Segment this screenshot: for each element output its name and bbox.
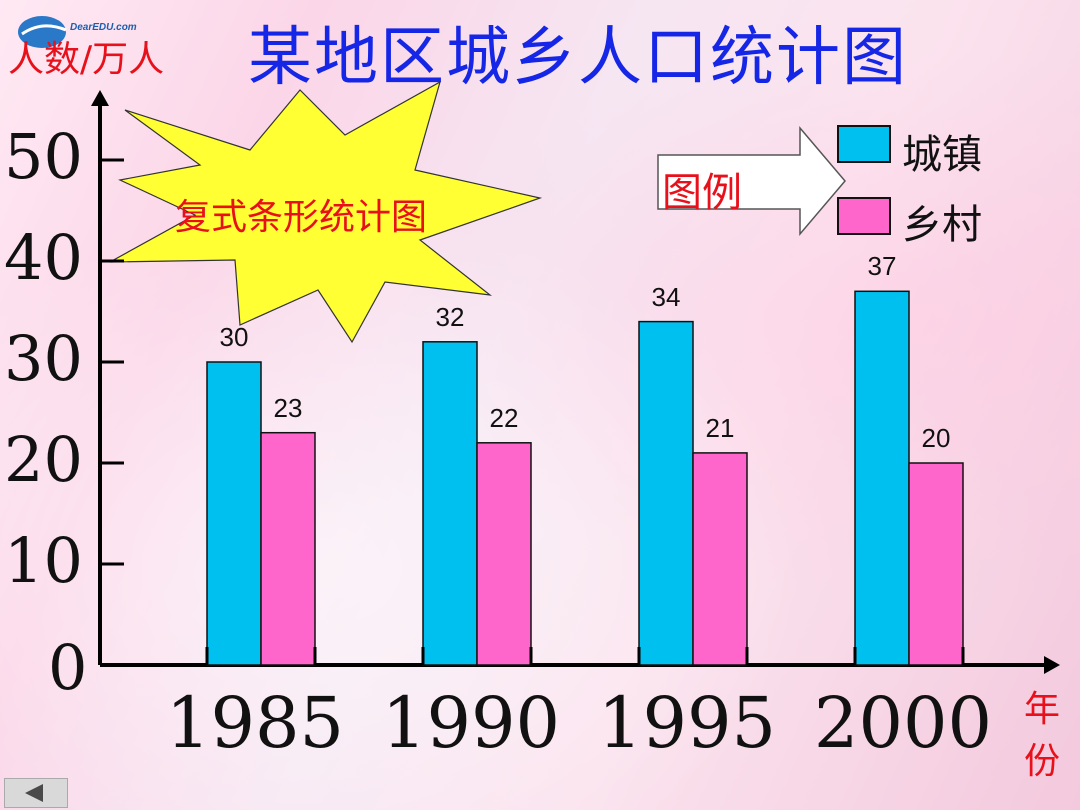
previous-slide-button[interactable] bbox=[4, 778, 68, 808]
data-label: 34 bbox=[651, 281, 681, 312]
x-tick-label: 2000 bbox=[813, 682, 993, 764]
legend-arrow-icon bbox=[657, 125, 846, 237]
y-tick-label: 40 bbox=[4, 221, 83, 294]
data-label: 23 bbox=[273, 392, 303, 423]
y-axis-label: 人数/万人 bbox=[8, 39, 165, 80]
y-tick-label: 0 bbox=[48, 631, 88, 704]
bar bbox=[908, 462, 964, 666]
bar bbox=[260, 431, 316, 666]
logo-icon bbox=[18, 16, 66, 48]
bar bbox=[206, 361, 262, 666]
bar bbox=[422, 341, 478, 666]
chart-title: 某地区城乡人口统计图 bbox=[248, 21, 908, 95]
starburst-shape bbox=[109, 80, 543, 344]
data-label: 20 bbox=[921, 423, 951, 453]
bar bbox=[476, 442, 532, 666]
y-tick-label: 50 bbox=[4, 120, 83, 193]
y-tick-label: 10 bbox=[4, 524, 83, 597]
bar bbox=[638, 320, 694, 666]
data-label: 22 bbox=[489, 402, 519, 433]
x-tick-label: 1990 bbox=[381, 682, 561, 764]
y-tick-label: 20 bbox=[4, 423, 83, 496]
legend-swatch-village bbox=[837, 197, 891, 235]
bar bbox=[854, 290, 910, 666]
y-axis-arrow-icon bbox=[91, 90, 109, 106]
legend-label-village: 乡村 bbox=[902, 202, 982, 248]
x-axis-arrow-icon bbox=[1044, 656, 1060, 674]
x-axis-label-char-1: 年 bbox=[1023, 689, 1060, 730]
x-tick-label: 1985 bbox=[165, 682, 345, 764]
y-tick-label: 30 bbox=[4, 322, 83, 395]
data-label: 21 bbox=[705, 412, 735, 443]
legend-title: 图例 bbox=[662, 170, 742, 216]
x-axis-label-char-2: 份 bbox=[1023, 741, 1060, 782]
chart-type-label: 复式条形统计图 bbox=[175, 197, 428, 238]
data-label: 32 bbox=[435, 301, 465, 332]
x-axis-label: 年 份 bbox=[1022, 684, 1062, 788]
previous-slide-icon bbox=[25, 784, 43, 802]
legend-label-town: 城镇 bbox=[902, 132, 982, 178]
bar bbox=[692, 452, 748, 666]
data-label: 37 bbox=[867, 251, 897, 282]
logo-text: DearEDU.com bbox=[70, 22, 137, 33]
data-label: 30 bbox=[219, 322, 249, 352]
legend-swatch-town bbox=[837, 125, 891, 163]
logo-swoosh-icon bbox=[21, 24, 67, 36]
x-tick-label: 1995 bbox=[597, 682, 777, 764]
